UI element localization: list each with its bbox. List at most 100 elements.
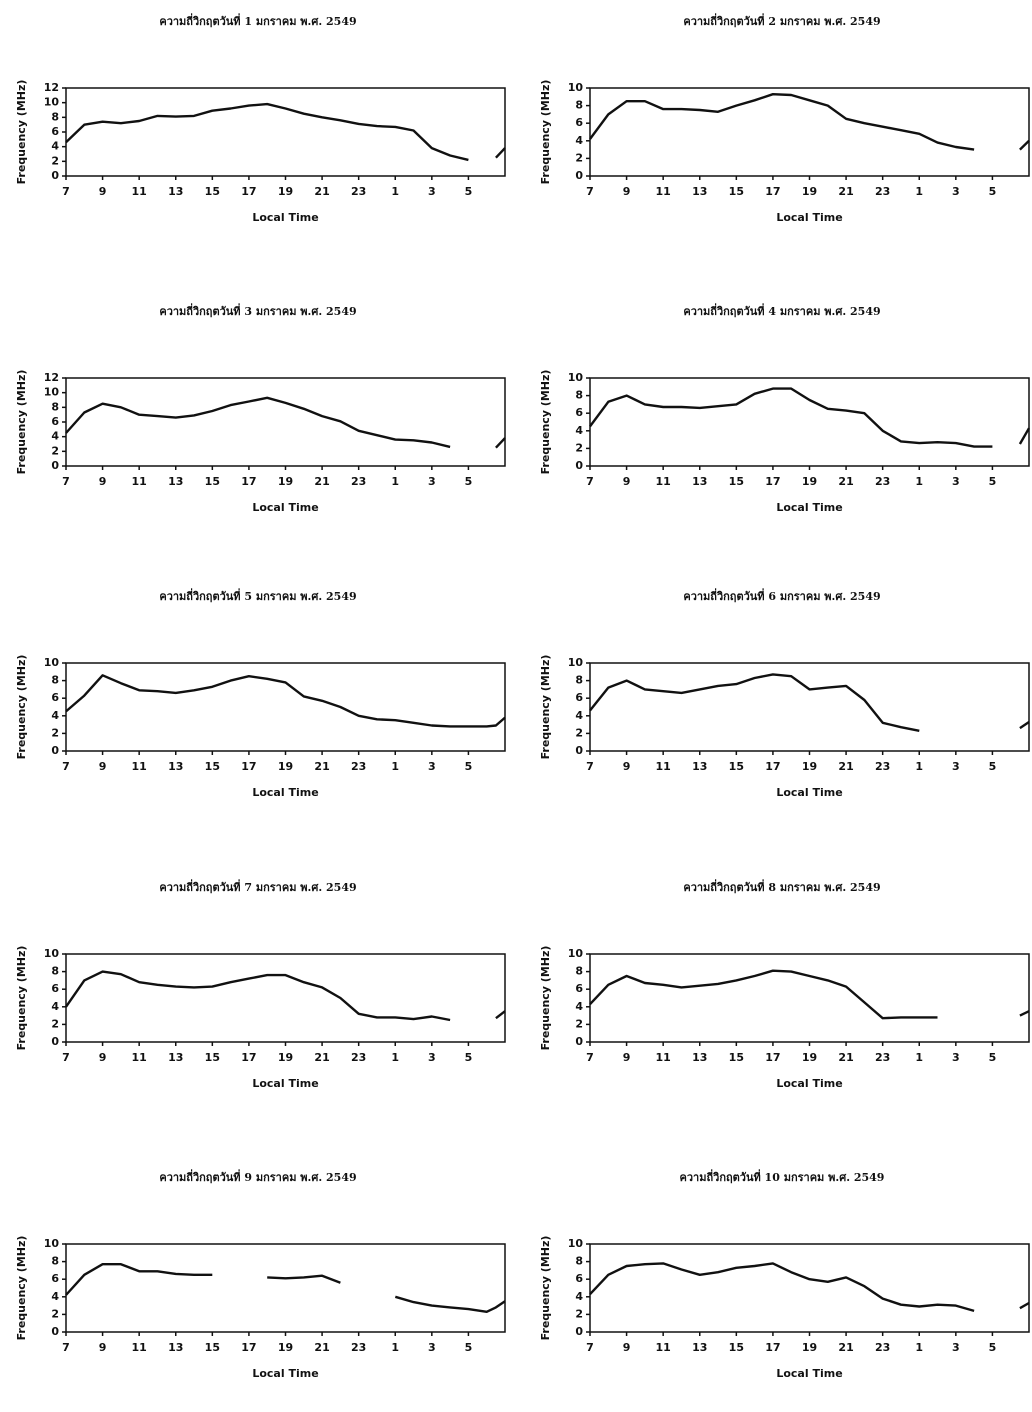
x-tick-label: 11 [132, 1051, 147, 1064]
chart-title: ความถี่วิกฤตวันที่ 6 มกราคม พ.ศ. 2549 [683, 588, 880, 603]
x-tick-label: 15 [205, 475, 220, 488]
chart-title: ความถี่วิกฤตวันที่ 9 มกราคม พ.ศ. 2549 [159, 1169, 356, 1184]
x-tick-label: 21 [838, 1051, 853, 1064]
chart-title: ความถี่วิกฤตวันที่ 8 มกราคม พ.ศ. 2549 [683, 879, 880, 894]
x-tick-label: 7 [586, 475, 594, 488]
chart: ความถี่วิกฤตวันที่ 4 มกราคม พ.ศ. 2549 0 2 4… [539, 303, 1031, 514]
y-tick-label: 0 [575, 459, 583, 472]
chart-title: ความถี่วิกฤตวันที่ 4 มกราคม พ.ศ. 2549 [683, 303, 880, 318]
x-tick-label: 11 [656, 760, 671, 773]
x-tick-label: 23 [875, 1051, 890, 1064]
x-tick-label: 23 [351, 1051, 366, 1064]
x-tick-label: 23 [875, 475, 890, 488]
plot-frame [65, 1243, 506, 1333]
y-tick-label: 4 [575, 1290, 583, 1303]
y-axis-title: Frequency (MHz) [15, 655, 28, 760]
x-tick-label: 7 [586, 760, 594, 773]
x-tick-label: 21 [838, 475, 853, 488]
y-axis-title: Frequency (MHz) [15, 946, 28, 1051]
y-tick-label: 8 [51, 1255, 59, 1268]
x-tick-label: 11 [656, 1051, 671, 1064]
x-tick-label: 5 [465, 1051, 473, 1064]
x-tick-label: 7 [586, 1051, 594, 1064]
x-tick-label: 13 [168, 1051, 183, 1064]
plot-frame [65, 87, 506, 177]
x-tick-label: 13 [692, 760, 707, 773]
y-tick-label: 6 [575, 1272, 583, 1285]
x-tick-label: 21 [314, 1051, 329, 1064]
y-tick-label: 4 [575, 424, 583, 437]
x-tick-label: 5 [989, 760, 997, 773]
x-tick-label: 17 [765, 475, 780, 488]
x-tick-label: 13 [168, 760, 183, 773]
y-axis-title: Frequency (MHz) [539, 370, 552, 475]
data-line [65, 970, 506, 1022]
x-tick-label: 19 [802, 1051, 817, 1064]
x-tick-label: 19 [278, 1341, 293, 1354]
x-tick-label: 19 [802, 760, 817, 773]
x-tick-label: 1 [391, 1341, 399, 1354]
chart: ความถี่วิกฤตวันที่ 9 มกราคม พ.ศ. 2549 0 2 4… [15, 1169, 506, 1380]
x-tick-label: 19 [802, 1341, 817, 1354]
x-tick-label: 17 [241, 1051, 256, 1064]
y-tick-label: 10 [44, 386, 60, 399]
x-tick-label: 1 [391, 475, 399, 488]
x-tick-label: 15 [729, 760, 744, 773]
x-tick-label: 1 [391, 1051, 399, 1064]
x-tick-label: 3 [952, 1341, 960, 1354]
data-line [65, 396, 506, 449]
x-axis-title: Local Time [776, 501, 842, 514]
data-line [589, 969, 1030, 1020]
y-tick-label: 2 [575, 441, 583, 454]
x-axis-title: Local Time [776, 1077, 842, 1090]
x-tick-label: 1 [391, 760, 399, 773]
x-tick-label: 19 [278, 760, 293, 773]
x-tick-label: 15 [729, 185, 744, 198]
x-tick-label: 13 [692, 1051, 707, 1064]
x-tick-label: 3 [428, 1341, 436, 1354]
x-tick-label: 7 [62, 1051, 70, 1064]
x-tick-label: 5 [989, 185, 997, 198]
y-tick-label: 4 [575, 134, 583, 147]
x-tick-label: 19 [278, 475, 293, 488]
y-tick-label: 8 [51, 674, 59, 687]
y-tick-label: 10 [44, 96, 60, 109]
y-tick-label: 4 [575, 709, 583, 722]
y-tick-label: 4 [51, 1290, 59, 1303]
chart: ความถี่วิกฤตวันที่ 2 มกราคม พ.ศ. 2549 0 2 4… [539, 13, 1030, 224]
y-tick-label: 2 [51, 444, 59, 457]
y-tick-label: 0 [51, 169, 59, 182]
x-tick-label: 7 [586, 185, 594, 198]
x-tick-label: 9 [99, 760, 107, 773]
y-tick-label: 0 [575, 169, 583, 182]
x-tick-label: 3 [428, 185, 436, 198]
x-tick-label: 15 [729, 1341, 744, 1354]
x-tick-label: 19 [802, 185, 817, 198]
data-line [589, 93, 1030, 151]
y-tick-label: 0 [51, 1325, 59, 1338]
x-tick-label: 13 [168, 1341, 183, 1354]
y-axis-title: Frequency (MHz) [539, 946, 552, 1051]
y-tick-label: 2 [51, 154, 59, 167]
y-tick-label: 6 [51, 691, 59, 704]
y-axis-title: Frequency (MHz) [15, 80, 28, 185]
x-tick-label: 17 [241, 185, 256, 198]
y-tick-label: 10 [568, 1237, 584, 1250]
x-tick-label: 21 [838, 760, 853, 773]
y-axis-title: Frequency (MHz) [15, 370, 28, 475]
data-line [589, 1262, 1030, 1313]
chart-title: ความถี่วิกฤตวันที่ 1 มกราคม พ.ศ. 2549 [159, 13, 356, 28]
x-tick-label: 5 [989, 1341, 997, 1354]
data-line [65, 1263, 506, 1313]
y-tick-label: 10 [44, 1237, 60, 1250]
x-tick-label: 9 [623, 185, 631, 198]
x-tick-label: 15 [729, 1051, 744, 1064]
x-tick-label: 9 [99, 1341, 107, 1354]
x-tick-label: 21 [314, 1341, 329, 1354]
y-tick-label: 12 [44, 371, 59, 384]
x-axis-title: Local Time [252, 211, 318, 224]
x-tick-label: 19 [278, 185, 293, 198]
x-tick-label: 17 [241, 760, 256, 773]
y-tick-label: 8 [51, 110, 59, 123]
